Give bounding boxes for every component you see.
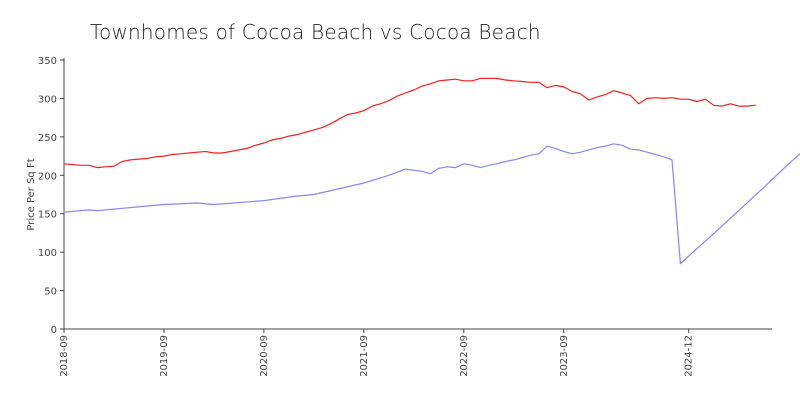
y-tick-label: 200: [38, 171, 57, 182]
y-axis-label: Price Per Sq Ft: [26, 158, 37, 230]
x-tick-label: 2024-12: [684, 335, 695, 377]
y-tick-label: 350: [38, 56, 57, 67]
axes: 0 50 100 150 200 250 300 350 2018-09 2019-09 2020-…: [26, 56, 772, 377]
x-tick-label: 2019-09: [159, 335, 170, 377]
y-tick-label: 150: [38, 210, 57, 221]
series-group: [63, 77, 800, 265]
x-tick-label: 2022-09: [459, 335, 470, 377]
x-tick-label: 2020-09: [259, 335, 270, 377]
series-line-1: [63, 77, 756, 169]
series-line-2: [63, 143, 800, 265]
x-tick-label: 2023-09: [559, 335, 570, 377]
y-tick-label: 300: [38, 94, 57, 105]
x-tick-label: 2021-09: [359, 335, 370, 377]
chart-title: Townhomes of Cocoa Beach vs Cocoa Beach: [90, 20, 541, 44]
y-tick-label: 0: [51, 325, 57, 336]
y-tick-label: 100: [38, 248, 57, 259]
y-tick-label: 50: [44, 287, 57, 298]
y-tick-label: 250: [38, 133, 57, 144]
x-tick-label: 2018-09: [59, 335, 70, 377]
